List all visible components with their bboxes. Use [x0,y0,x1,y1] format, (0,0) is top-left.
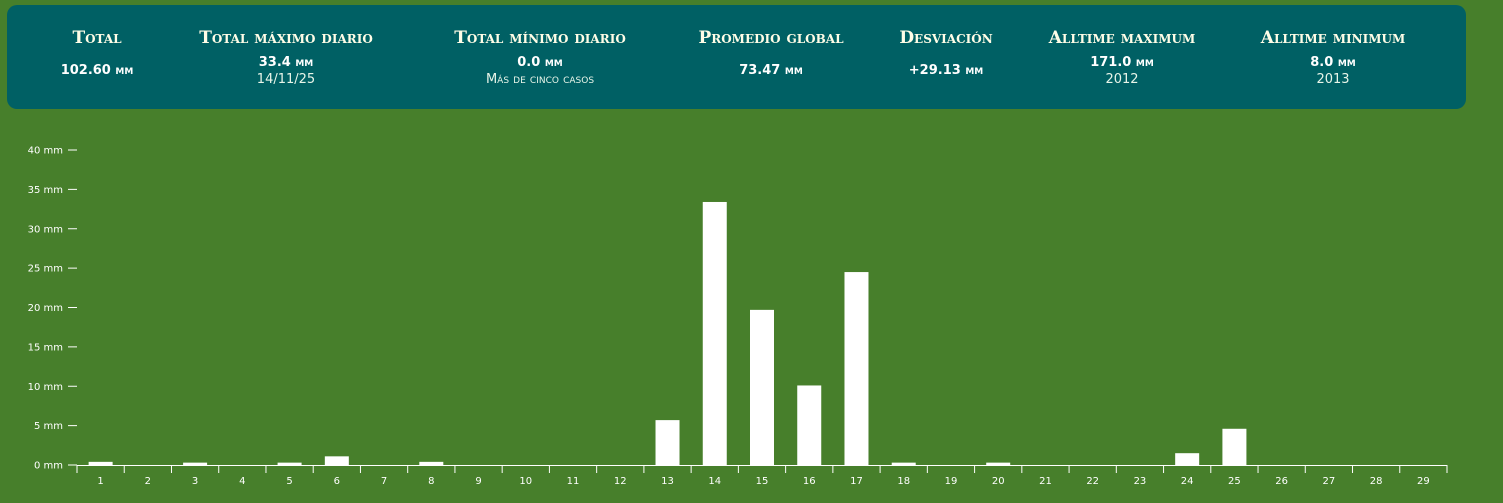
x-tick-label: 23 [1134,476,1147,487]
bar [1222,428,1247,465]
stat-value: 8.0 mm [1310,55,1356,70]
bar [1175,453,1200,465]
stat-value: 0.0 mm [517,55,563,70]
bar [844,272,869,465]
bar [88,461,113,465]
stat-year: 2013 [1316,72,1350,87]
x-tick-label: 3 [192,476,198,487]
stat-value: 33.4 mm [258,55,314,70]
x-tick-label: 6 [334,476,340,487]
stat-note: Más de cinco casos [485,72,595,87]
x-tick-label: 7 [381,476,387,487]
x-tick-label: 4 [239,476,245,487]
stat-max-daily: Total máximo diario 33.4 mm 14/11/25 [199,27,373,88]
x-tick-label: 21 [1039,476,1052,487]
bar [655,420,680,465]
bar [702,201,727,465]
stat-value: 102.60 mm [60,63,134,78]
stat-title: Alltime minimum [1260,28,1406,48]
stat-value: 171.0 mm [1090,55,1154,70]
stat-title: Total [72,28,122,48]
y-tick-label: 40 mm [28,146,63,157]
x-tick-label: 16 [803,476,816,487]
x-tick-label: 1 [97,476,103,487]
y-tick-label: 20 mm [28,303,63,314]
x-tick-label: 5 [286,476,292,487]
bar [986,462,1011,465]
stat-date: 14/11/25 [256,72,316,87]
stat-value: 73.47 mm [739,63,803,78]
x-tick-label: 12 [614,476,627,487]
y-tick-label: 30 mm [28,224,63,235]
x-tick-label: 29 [1417,476,1430,487]
bar [891,462,916,465]
bar [324,456,349,465]
x-tick-label: 2 [145,476,151,487]
bar [183,462,208,465]
x-tick-label: 22 [1086,476,1099,487]
x-tick-label: 13 [661,476,674,487]
stat-title: Total mínimo diario [454,28,626,48]
x-tick-label: 10 [519,476,532,487]
stat-title: Total máximo diario [199,28,373,48]
x-tick-label: 28 [1370,476,1383,487]
y-tick-label: 35 mm [28,185,63,196]
y-tick-label: 10 mm [28,382,63,393]
y-tick-label: 25 mm [28,264,63,275]
stat-alltime-min: Alltime minimum 8.0 mm 2013 [1261,27,1406,88]
stat-min-daily: Total mínimo diario 0.0 mm Más de cinco … [454,27,626,88]
bar [277,462,302,465]
stats-panel: Total 102.60 mm Total máximo diario 33.4… [7,5,1466,109]
stat-value: +29.13 mm [908,63,984,78]
x-tick-label: 24 [1181,476,1194,487]
stat-alltime-max: Alltime maximum 171.0 mm 2012 [1049,27,1196,88]
x-tick-label: 17 [850,476,863,487]
x-tick-label: 11 [567,476,580,487]
stat-title: Promedio global [698,28,844,48]
x-tick-label: 14 [708,476,721,487]
x-tick-label: 26 [1275,476,1288,487]
stat-year: 2012 [1105,72,1139,87]
x-tick-label: 25 [1228,476,1241,487]
y-tick-label: 15 mm [28,342,63,353]
x-tick-label: 18 [897,476,910,487]
stat-total: Total 102.60 mm [61,27,134,79]
x-tick-label: 15 [756,476,769,487]
bar [797,385,822,465]
bar [750,309,774,465]
x-tick-label: 19 [945,476,958,487]
x-tick-label: 20 [992,476,1005,487]
x-tick-label: 8 [428,476,434,487]
bar [419,461,444,465]
x-tick-label: 9 [475,476,481,487]
stat-deviation: Desviación +29.13 mm [899,27,992,79]
x-tick-label: 27 [1323,476,1336,487]
stat-global-average: Promedio global 73.47 mm [698,27,843,79]
stat-title: Desviación [899,28,993,48]
stat-title: Alltime maximum [1048,28,1196,48]
y-tick-label: 5 mm [34,421,63,432]
y-tick-label: 0 mm [34,461,63,472]
